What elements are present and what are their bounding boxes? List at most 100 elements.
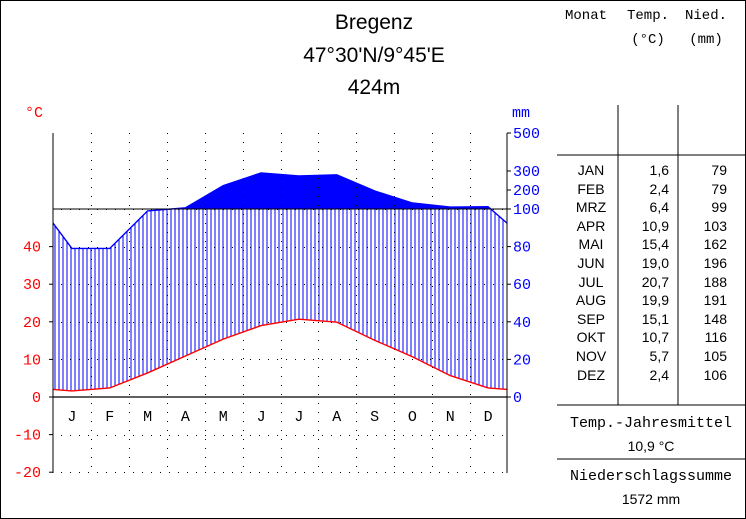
grid-dot (281, 214, 282, 215)
grid-dot (91, 349, 92, 350)
grid-dot (91, 331, 92, 332)
grid-dot (205, 214, 206, 215)
table-row-temp: 2,4 (649, 180, 669, 197)
grid-dot (250, 359, 251, 360)
grid-dot (88, 284, 89, 285)
grid-dot (142, 435, 143, 436)
grid-dot (448, 359, 449, 360)
grid-dot (432, 259, 433, 260)
grid-dot (124, 247, 125, 248)
grid-dot (430, 322, 431, 323)
grid-dot (205, 359, 206, 360)
grid-dot (88, 435, 89, 436)
grid-dot (160, 322, 161, 323)
grid-dot (88, 472, 89, 473)
left-tick-label: 20 (23, 315, 41, 332)
grid-dot (432, 241, 433, 242)
grid-dot (349, 435, 350, 436)
grid-dot (91, 133, 92, 134)
grid-dot (178, 322, 179, 323)
grid-dot (243, 322, 244, 323)
grid-dot (385, 472, 386, 473)
grid-dot (281, 295, 282, 296)
table-row-precip: 79 (711, 180, 727, 197)
grid-dot (340, 247, 341, 248)
grid-dot (205, 223, 206, 224)
grid-dot (470, 304, 471, 305)
table-row-temp: 1,6 (649, 162, 669, 178)
grid-dot (295, 284, 296, 285)
grid-dot (281, 187, 282, 188)
table-row-precip: 79 (711, 162, 727, 178)
table-row-month: DEZ (577, 366, 605, 383)
grid-dot (79, 435, 80, 436)
grid-dot (394, 160, 395, 161)
grid-dot (376, 322, 377, 323)
grid-dot (243, 412, 244, 413)
grid-dot (243, 349, 244, 350)
grid-dot (457, 247, 458, 248)
grid-dot (205, 304, 206, 305)
table-row-month: JAN (577, 162, 605, 178)
month-label: M (143, 409, 152, 426)
grid-dot (129, 241, 130, 242)
grid-dot (205, 472, 206, 473)
grid-dot (394, 359, 395, 360)
grid-dot (129, 349, 130, 350)
grid-dot (421, 322, 422, 323)
grid-dot (430, 284, 431, 285)
precipitation-line (52, 172, 508, 250)
grid-dot (259, 359, 260, 360)
grid-dot (106, 435, 107, 436)
grid-dot (167, 277, 168, 278)
grid-dot (356, 286, 357, 287)
grid-dot (124, 359, 125, 360)
grid-dot (129, 232, 130, 233)
grid-dot (133, 247, 134, 248)
grid-dot (502, 284, 503, 285)
grid-dot (187, 284, 188, 285)
grid-dot (129, 277, 130, 278)
grid-dot (281, 241, 282, 242)
grid-dot (439, 284, 440, 285)
grid-dot (356, 430, 357, 431)
grid-dot (205, 205, 206, 206)
grid-dot (432, 250, 433, 251)
right-tick-label: 40 (513, 315, 531, 332)
grid-dot (167, 349, 168, 350)
left-tick-label: 0 (32, 390, 41, 407)
grid-dot (394, 284, 395, 285)
grid-dot (385, 435, 386, 436)
grid-dot (470, 214, 471, 215)
grid-dot (243, 232, 244, 233)
grid-dot (70, 322, 71, 323)
grid-dot (432, 358, 433, 359)
grid-dot (432, 295, 433, 296)
grid-dot (169, 284, 170, 285)
month-label: D (484, 409, 493, 426)
grid-dot (295, 359, 296, 360)
grid-dot (457, 435, 458, 436)
grid-dot (356, 151, 357, 152)
grid-dot (243, 304, 244, 305)
grid-dot (432, 421, 433, 422)
grid-dot (394, 286, 395, 287)
grid-dot (432, 304, 433, 305)
grid-dot (432, 412, 433, 413)
grid-dot (232, 435, 233, 436)
grid-dot (129, 385, 130, 386)
grid-dot (394, 385, 395, 386)
grid-dot (281, 169, 282, 170)
grid-dot (349, 247, 350, 248)
grid-dot (91, 304, 92, 305)
grid-dot (205, 412, 206, 413)
grid-dot (318, 214, 319, 215)
grid-dot (281, 421, 282, 422)
grid-dot (91, 367, 92, 368)
month-label: A (332, 409, 341, 426)
grid-dot (243, 430, 244, 431)
grid-dot (129, 169, 130, 170)
grid-dot (259, 435, 260, 436)
month-label: F (105, 409, 114, 426)
grid-dot (167, 394, 168, 395)
